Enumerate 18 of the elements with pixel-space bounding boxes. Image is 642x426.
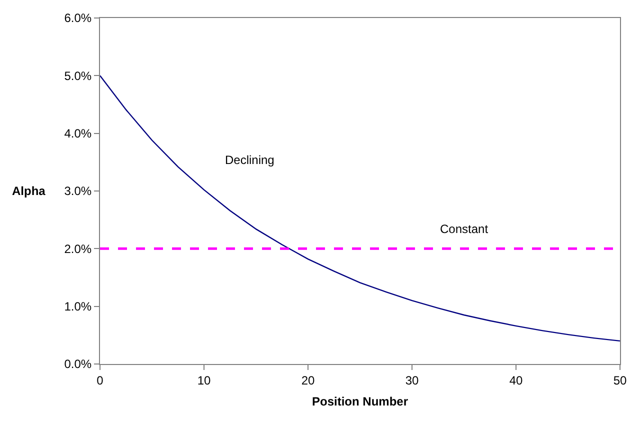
x-tick-label: 20 [301,373,315,388]
y-tick-label: 6.0% [64,11,92,26]
y-tick-label: 2.0% [64,242,92,256]
series-label: Constant [440,222,489,236]
x-tick-label: 50 [613,373,627,388]
y-tick-label: 3.0% [64,184,92,198]
x-axis-title: Position Number [312,394,408,408]
x-tick-label: 30 [405,373,419,388]
y-tick-label: 4.0% [64,126,92,141]
x-tick-label: 10 [197,373,211,388]
x-tick-label: 40 [509,373,523,388]
text: Declining [225,153,274,167]
line-series [100,75,620,342]
x-tick-label: 0 [96,373,104,388]
y-tick-label: 5.0% [64,68,92,83]
y-axis-title: Alpha [12,184,46,198]
y-tick-label: 0.0% [64,357,92,372]
y-tick-label: 1.0% [64,300,92,314]
